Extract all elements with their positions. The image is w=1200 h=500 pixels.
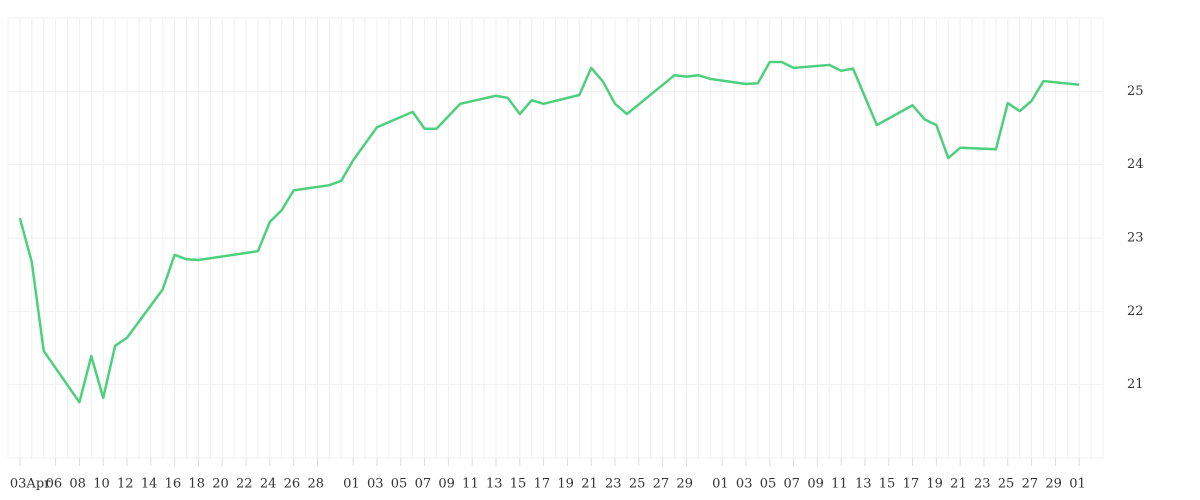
x-tick-label: 09	[807, 477, 824, 492]
x-tick-label: 07	[415, 477, 432, 492]
x-tick-label: 11	[831, 477, 848, 492]
x-tick-label: 11	[462, 477, 479, 492]
x-tick-label: 15	[879, 477, 896, 492]
x-tick-label: 19	[926, 477, 943, 492]
price-line	[18, 60, 1080, 404]
x-tick-label: 16	[165, 477, 182, 492]
x-tick-label: 01	[343, 477, 360, 492]
y-tick-label: 22	[1127, 304, 1144, 319]
x-tick-label: 22	[236, 477, 253, 492]
x-tick-label: 25	[998, 477, 1015, 492]
x-tick-label: 13	[486, 477, 503, 492]
x-tick-label: 14	[141, 477, 158, 492]
x-tick-label: 25	[629, 477, 646, 492]
x-tick-label: 09	[438, 477, 455, 492]
x-tick-label: 03	[736, 477, 753, 492]
x-tick-label: 21	[950, 477, 967, 492]
x-tick-label: 01	[1069, 477, 1086, 492]
x-tick-label: 05	[760, 477, 777, 492]
x-tick-label: 18	[188, 477, 205, 492]
y-tick-label: 25	[1127, 84, 1144, 99]
x-tick-label: 15	[510, 477, 527, 492]
x-tick-label: 19	[557, 477, 574, 492]
x-tick-label: 12	[117, 477, 134, 492]
x-tick-label: 07	[784, 477, 801, 492]
x-tick-label: 24	[260, 477, 277, 492]
x-tick-label: 05	[391, 477, 408, 492]
y-tick-label: 24	[1127, 157, 1144, 172]
x-tick-label: 01	[712, 477, 729, 492]
x-tick-label: 03Apr	[10, 477, 51, 492]
x-tick-label: 08	[69, 477, 86, 492]
x-tick-label: 13	[855, 477, 872, 492]
x-tick-label: 17	[903, 477, 920, 492]
x-tick-label: 27	[1022, 477, 1039, 492]
x-tick-label: 17	[534, 477, 551, 492]
x-tick-label: 26	[284, 477, 301, 492]
x-tick-label: 23	[605, 477, 622, 492]
x-tick-label: 28	[307, 477, 324, 492]
x-tick-label: 29	[1045, 477, 1062, 492]
x-tick-label: 29	[676, 477, 693, 492]
x-tick-label: 10	[93, 477, 110, 492]
x-tick-label: 27	[653, 477, 670, 492]
x-tick-label: 06	[46, 477, 63, 492]
x-tick-label: 20	[212, 477, 229, 492]
y-tick-label: 23	[1127, 231, 1144, 246]
x-tick-label: 03	[367, 477, 384, 492]
x-tick-label: 23	[974, 477, 991, 492]
x-tick-label: 21	[581, 477, 598, 492]
y-tick-label: 21	[1127, 377, 1144, 392]
